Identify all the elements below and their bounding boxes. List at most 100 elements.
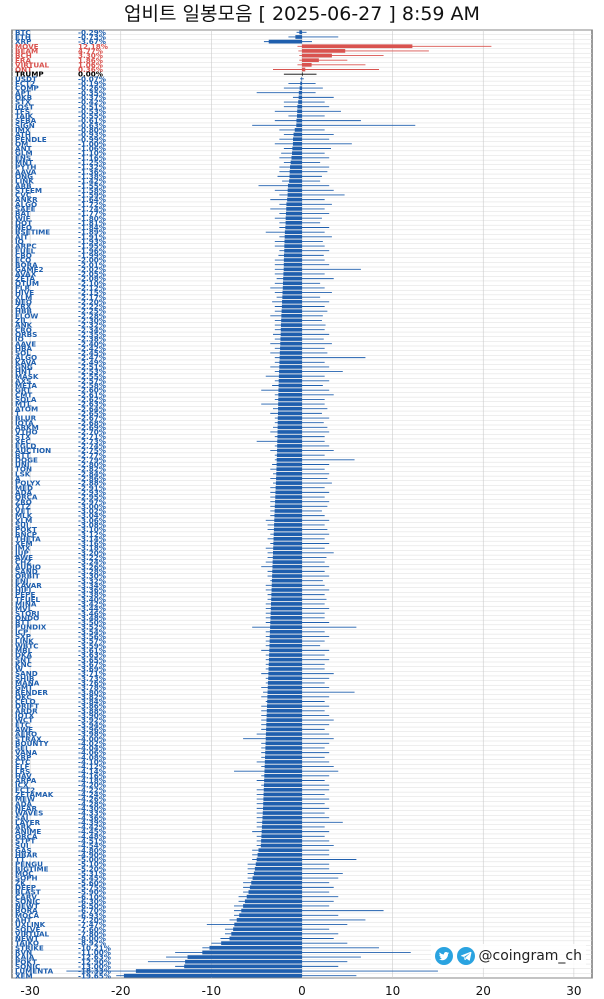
category-label: BORA (15, 906, 38, 915)
category-label: SXP (15, 632, 31, 641)
category-label: BEAM (15, 47, 38, 56)
category-label: MOCA (15, 911, 40, 920)
data-label: 0.00% (78, 70, 103, 79)
category-label: AIT (15, 232, 28, 241)
data-label: -1.96% (78, 246, 106, 255)
category-label: OM (15, 139, 28, 148)
data-label: -3.52% (78, 623, 106, 632)
bar (302, 62, 312, 67)
bar (300, 81, 302, 86)
category-label: JUP (14, 548, 29, 557)
data-label: -13.00% (78, 962, 111, 971)
data-label: -5.90% (78, 888, 106, 897)
data-label: -2.20% (78, 297, 106, 306)
category-label: SAND (15, 669, 38, 678)
bar (260, 843, 302, 848)
category-label: IOTX (15, 711, 35, 720)
bar (268, 657, 302, 662)
category-label: PEPE (15, 590, 35, 599)
bar (272, 574, 302, 578)
bar (221, 941, 302, 946)
bar (274, 518, 302, 523)
category-label: FLR (15, 284, 30, 293)
bar (273, 550, 302, 555)
bar (276, 457, 302, 462)
bar (285, 211, 302, 216)
data-label: -2.70% (78, 428, 106, 437)
bar (298, 90, 302, 95)
category-label: TT (15, 855, 25, 864)
bar (249, 885, 302, 890)
category-label: GNG (15, 363, 33, 372)
category-label: TRUMP (15, 70, 44, 79)
data-label: -2.93% (78, 488, 106, 497)
bar (302, 72, 303, 77)
bar (265, 736, 302, 741)
category-label: GLM (15, 149, 33, 158)
category-label: SIGN (15, 121, 35, 130)
category-label: BTC (15, 28, 31, 37)
category-label: BLUR (15, 414, 37, 423)
data-label: -4.48% (78, 832, 106, 841)
bar (254, 866, 302, 871)
data-label: -3.08% (78, 521, 106, 530)
category-label: IOTA (15, 418, 34, 427)
bar (273, 541, 302, 546)
category-label: IO (15, 335, 24, 344)
data-label: -1.80% (78, 214, 106, 223)
category-label: ZRO (15, 497, 32, 506)
bar (263, 801, 302, 806)
bar (269, 653, 302, 657)
bar (267, 704, 302, 709)
data-label: -2.80% (78, 460, 106, 469)
x-tick-label: -10 (202, 984, 222, 998)
data-label: -2.58% (78, 381, 106, 390)
category-label: GAME2 (15, 265, 44, 274)
category-label: DOGE (15, 455, 38, 464)
bar (293, 132, 302, 137)
category-label: CRO (15, 325, 32, 334)
data-label: -3.73% (78, 674, 106, 683)
bar (187, 955, 302, 959)
data-label: -3.36% (78, 586, 106, 595)
data-label: -1.89% (78, 228, 106, 237)
category-label: CARV (15, 892, 37, 901)
category-label: ZETA (15, 274, 35, 283)
bar (273, 527, 302, 532)
category-label: SOPH (15, 874, 38, 883)
category-label: WIF (15, 214, 31, 223)
data-label: -2.08% (78, 274, 106, 283)
category-label: MBL (15, 646, 33, 655)
data-label: -2.01% (78, 260, 106, 269)
bar (261, 839, 302, 843)
category-label: ADA (15, 488, 33, 497)
bar (271, 578, 302, 583)
bar (280, 323, 302, 327)
category-label: XRP (15, 753, 31, 762)
bar (263, 787, 302, 792)
data-label: -3.38% (78, 590, 106, 599)
bar (278, 392, 302, 397)
bar (277, 430, 302, 434)
bar (276, 462, 302, 467)
bar (267, 694, 302, 699)
data-label: -12.90% (78, 957, 111, 966)
bar (278, 406, 302, 411)
bar (248, 890, 302, 894)
bar (287, 197, 302, 202)
data-label: -0.07% (78, 74, 106, 83)
category-label: BCH (15, 51, 32, 60)
data-label: -5.45% (78, 874, 106, 883)
bar (184, 964, 302, 969)
category-label: ADA (15, 799, 33, 808)
bar (279, 355, 302, 360)
bar (264, 764, 302, 769)
category-label: SONIC (15, 897, 40, 906)
data-label: -5.10% (78, 860, 106, 869)
category-label: AVAX (15, 270, 37, 279)
data-label: -2.63% (78, 400, 106, 409)
data-label: -18.33% (78, 967, 111, 976)
category-label: ARDR (15, 706, 38, 715)
data-label: -0.55% (78, 112, 106, 121)
category-label: BTT (15, 451, 31, 460)
